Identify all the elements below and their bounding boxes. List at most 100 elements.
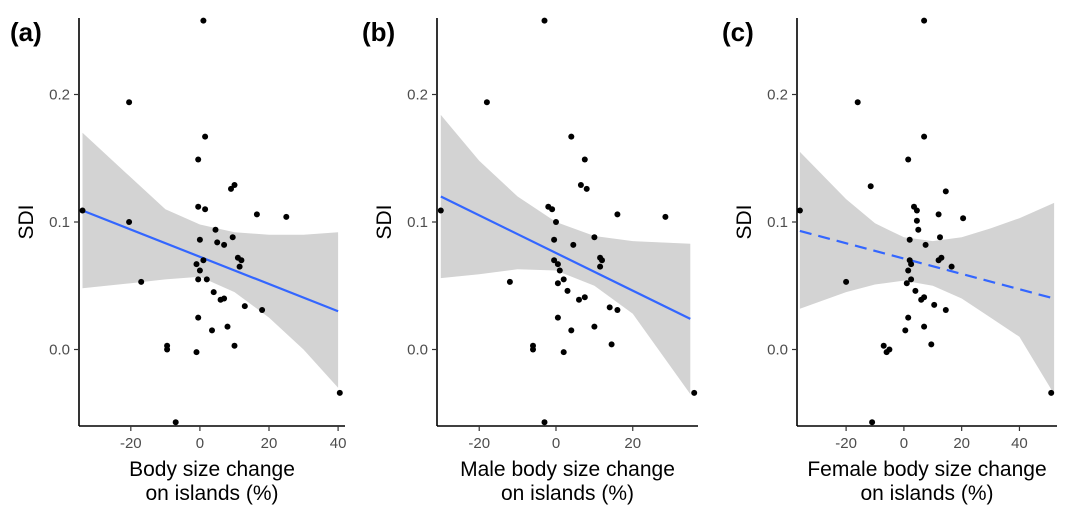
data-point <box>283 213 290 220</box>
data-point <box>581 294 588 301</box>
data-point <box>921 294 928 301</box>
x-tick-label: 20 <box>261 435 278 452</box>
data-point <box>922 241 929 248</box>
data-point <box>564 287 571 294</box>
data-point <box>200 257 207 264</box>
data-point <box>662 213 669 220</box>
y-tick-label: 0.0 <box>407 342 428 359</box>
data-point <box>880 342 887 349</box>
data-point <box>608 341 615 348</box>
data-point <box>599 257 605 264</box>
data-point <box>577 182 584 188</box>
data-point <box>506 278 513 285</box>
data-point <box>483 99 490 106</box>
data-point <box>867 183 874 190</box>
data-point <box>928 341 935 348</box>
data-point <box>931 301 938 308</box>
data-point <box>948 263 955 270</box>
data-point <box>193 349 200 356</box>
data-point <box>913 207 920 214</box>
data-point <box>126 219 133 225</box>
data-point <box>195 314 202 321</box>
x-axis-title: Male body size change <box>460 458 675 481</box>
data-point <box>614 307 621 313</box>
data-point <box>126 99 133 106</box>
regression-line <box>440 195 691 320</box>
data-point <box>214 239 221 246</box>
data-point <box>231 182 238 188</box>
data-point <box>228 185 234 192</box>
data-point <box>913 217 920 224</box>
y-axis-title: SDI <box>373 204 396 239</box>
x-tick-label: -20 <box>468 435 490 452</box>
data-point <box>551 236 558 243</box>
data-point <box>221 295 228 302</box>
data-point <box>883 349 890 356</box>
data-point <box>195 276 202 283</box>
data-point <box>906 236 913 243</box>
x-axis-title: on islands (%) <box>145 482 278 505</box>
data-point <box>172 419 179 426</box>
data-point <box>796 207 803 214</box>
data-point <box>581 156 588 163</box>
data-point <box>224 323 231 330</box>
data-point <box>935 257 942 264</box>
data-point <box>209 327 215 334</box>
data-point <box>554 314 561 321</box>
x-axis-title: on islands (%) <box>860 482 993 505</box>
x-axis-title: on islands (%) <box>501 482 634 505</box>
y-tick-label: 0.1 <box>767 214 788 231</box>
data-point <box>193 261 200 268</box>
data-point <box>1048 389 1055 396</box>
data-point <box>541 17 548 24</box>
data-point <box>921 133 928 140</box>
data-point <box>195 156 202 163</box>
data-point <box>906 257 913 264</box>
data-point <box>231 342 238 349</box>
data-point <box>253 211 260 218</box>
y-tick-label: 0.2 <box>407 87 428 104</box>
data-point <box>905 156 912 163</box>
data-point <box>854 99 861 106</box>
data-point <box>164 346 171 353</box>
data-point <box>196 236 203 243</box>
data-point <box>259 307 266 313</box>
data-point <box>229 234 236 241</box>
x-tick-label: 0 <box>900 435 908 452</box>
data-point <box>336 389 343 396</box>
data-point <box>583 185 590 192</box>
data-point <box>606 304 613 311</box>
panel-label: (a) <box>10 17 42 47</box>
data-point <box>921 17 928 24</box>
data-point <box>597 263 604 270</box>
x-axis-title: Female body size change <box>807 458 1046 481</box>
data-point <box>549 206 556 213</box>
regression-line <box>799 229 1055 300</box>
data-point <box>203 276 210 283</box>
data-point <box>691 389 698 396</box>
x-tick-label: 20 <box>624 435 641 452</box>
data-point <box>614 211 621 218</box>
data-point <box>903 280 910 287</box>
data-point <box>960 215 967 222</box>
data-point <box>530 346 536 353</box>
data-point <box>221 241 228 248</box>
data-point <box>935 211 942 218</box>
data-point <box>238 257 245 264</box>
y-tick-label: 0.2 <box>767 87 788 104</box>
data-point <box>554 261 561 268</box>
data-point <box>202 133 209 140</box>
data-point <box>568 327 575 334</box>
x-axis-title: Body size change <box>129 458 295 481</box>
data-point <box>554 280 561 287</box>
data-point <box>843 278 850 285</box>
data-point <box>79 207 86 214</box>
y-tick-label: 0.1 <box>407 214 428 231</box>
y-tick-label: 0.1 <box>49 214 70 231</box>
x-tick-label: 40 <box>330 435 347 452</box>
data-point <box>912 287 919 294</box>
x-tick-label: -20 <box>835 435 857 452</box>
data-point <box>942 307 949 313</box>
